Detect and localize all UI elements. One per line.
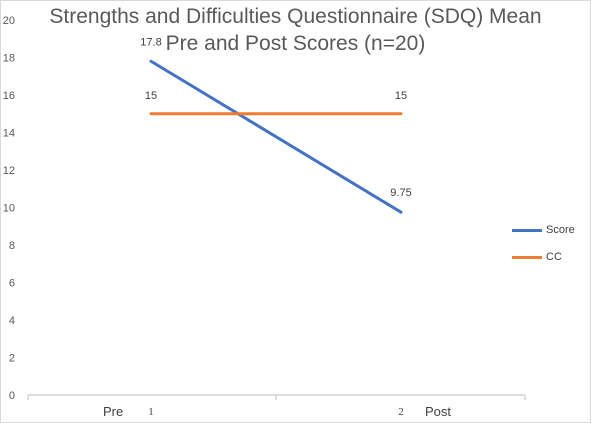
legend-item-cc[interactable]: CC (512, 249, 562, 265)
y-tick-label-14: 14 (3, 128, 15, 140)
y-tick-label-10: 10 (3, 203, 15, 215)
chart-title-line-1: Strengths and Difficulties Questionnaire… (49, 5, 542, 28)
data-label-cc-1: 15 (145, 90, 157, 102)
data-label-score-1: 17.8 (140, 36, 161, 48)
legend-label-score: Score (546, 224, 575, 236)
y-tick-label-2: 2 (9, 353, 15, 365)
y-tick-label-12: 12 (3, 165, 15, 177)
legend-label-cc: CC (546, 251, 562, 263)
x-tick-label-2: 2 (398, 406, 404, 418)
y-tick-label-16: 16 (3, 90, 15, 102)
y-tick-label-18: 18 (3, 53, 15, 65)
x-word-post: Post (425, 404, 452, 419)
x-tick-label-1: 1 (148, 406, 154, 418)
legend-swatch-cc (512, 255, 542, 259)
y-tick-label-4: 4 (9, 315, 15, 327)
data-label-score-2: 9.75 (390, 187, 411, 199)
series-line-score (149, 59, 403, 214)
chart-title-line-2: Pre and Post Scores (n=20) (165, 32, 426, 55)
data-label-cc-2: 15 (395, 90, 407, 102)
legend-swatch-score (512, 228, 542, 232)
y-tick-label-0: 0 (9, 390, 15, 402)
y-tick-label-8: 8 (9, 240, 15, 252)
legend-item-score[interactable]: Score (512, 222, 575, 238)
x-word-pre: Pre (103, 404, 124, 419)
y-tick-label-6: 6 (9, 278, 15, 290)
y-tick-label-20: 20 (3, 15, 15, 27)
